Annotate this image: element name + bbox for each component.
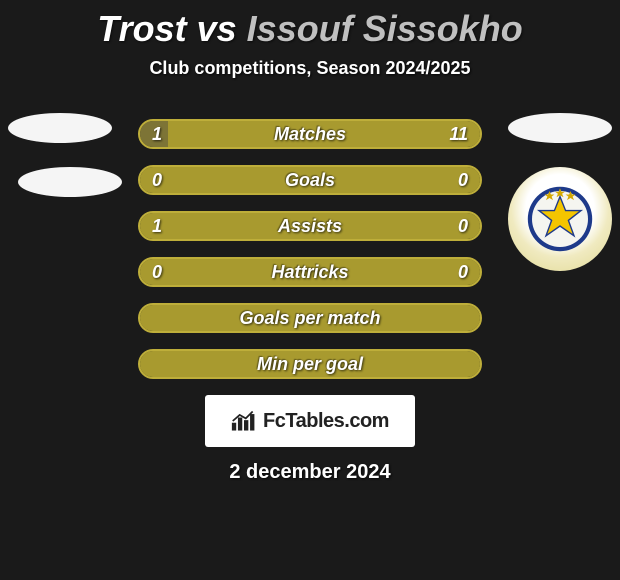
metric-label-hattricks: Hattricks [140, 259, 480, 285]
date-text: 2 december 2024 [0, 461, 620, 484]
fctables-logo-icon [231, 410, 257, 432]
comparison-section: 111Matches 00Goals 10Assists 00Hattricks Goa… [0, 119, 620, 379]
metric-bars: 111Matches 00Goals 10Assists 00Hattricks Goa… [138, 119, 482, 379]
player2-badge-placeholder-1 [508, 113, 612, 143]
metric-label-matches: Matches [140, 121, 480, 147]
metric-label-gpm: Goals per match [140, 305, 480, 331]
metric-row-goals: 00Goals [138, 165, 482, 195]
player1-name: Trost [97, 8, 186, 49]
brand-badge: FcTables.com [205, 395, 415, 447]
page-title: Trost vs Issouf Sissokho [0, 0, 620, 50]
metric-row-matches: 111Matches [138, 119, 482, 149]
metric-label-goals: Goals [140, 167, 480, 193]
metric-row-hattricks: 00Hattricks [138, 257, 482, 287]
metric-label-mpg: Min per goal [140, 351, 480, 377]
brand-text: FcTables.com [263, 410, 389, 433]
metric-label-assists: Assists [140, 213, 480, 239]
vs-text: vs [197, 8, 237, 49]
player2-club-crest [508, 167, 612, 271]
metric-row-mpg: Min per goal [138, 349, 482, 379]
player1-badge-placeholder-2 [18, 167, 122, 197]
subtitle: Club competitions, Season 2024/2025 [0, 58, 620, 79]
player1-badge-placeholder-1 [8, 113, 112, 143]
player2-name: Issouf Sissokho [247, 8, 523, 49]
metric-row-assists: 10Assists [138, 211, 482, 241]
metric-row-gpm: Goals per match [138, 303, 482, 333]
maccabi-crest-icon [525, 184, 595, 254]
